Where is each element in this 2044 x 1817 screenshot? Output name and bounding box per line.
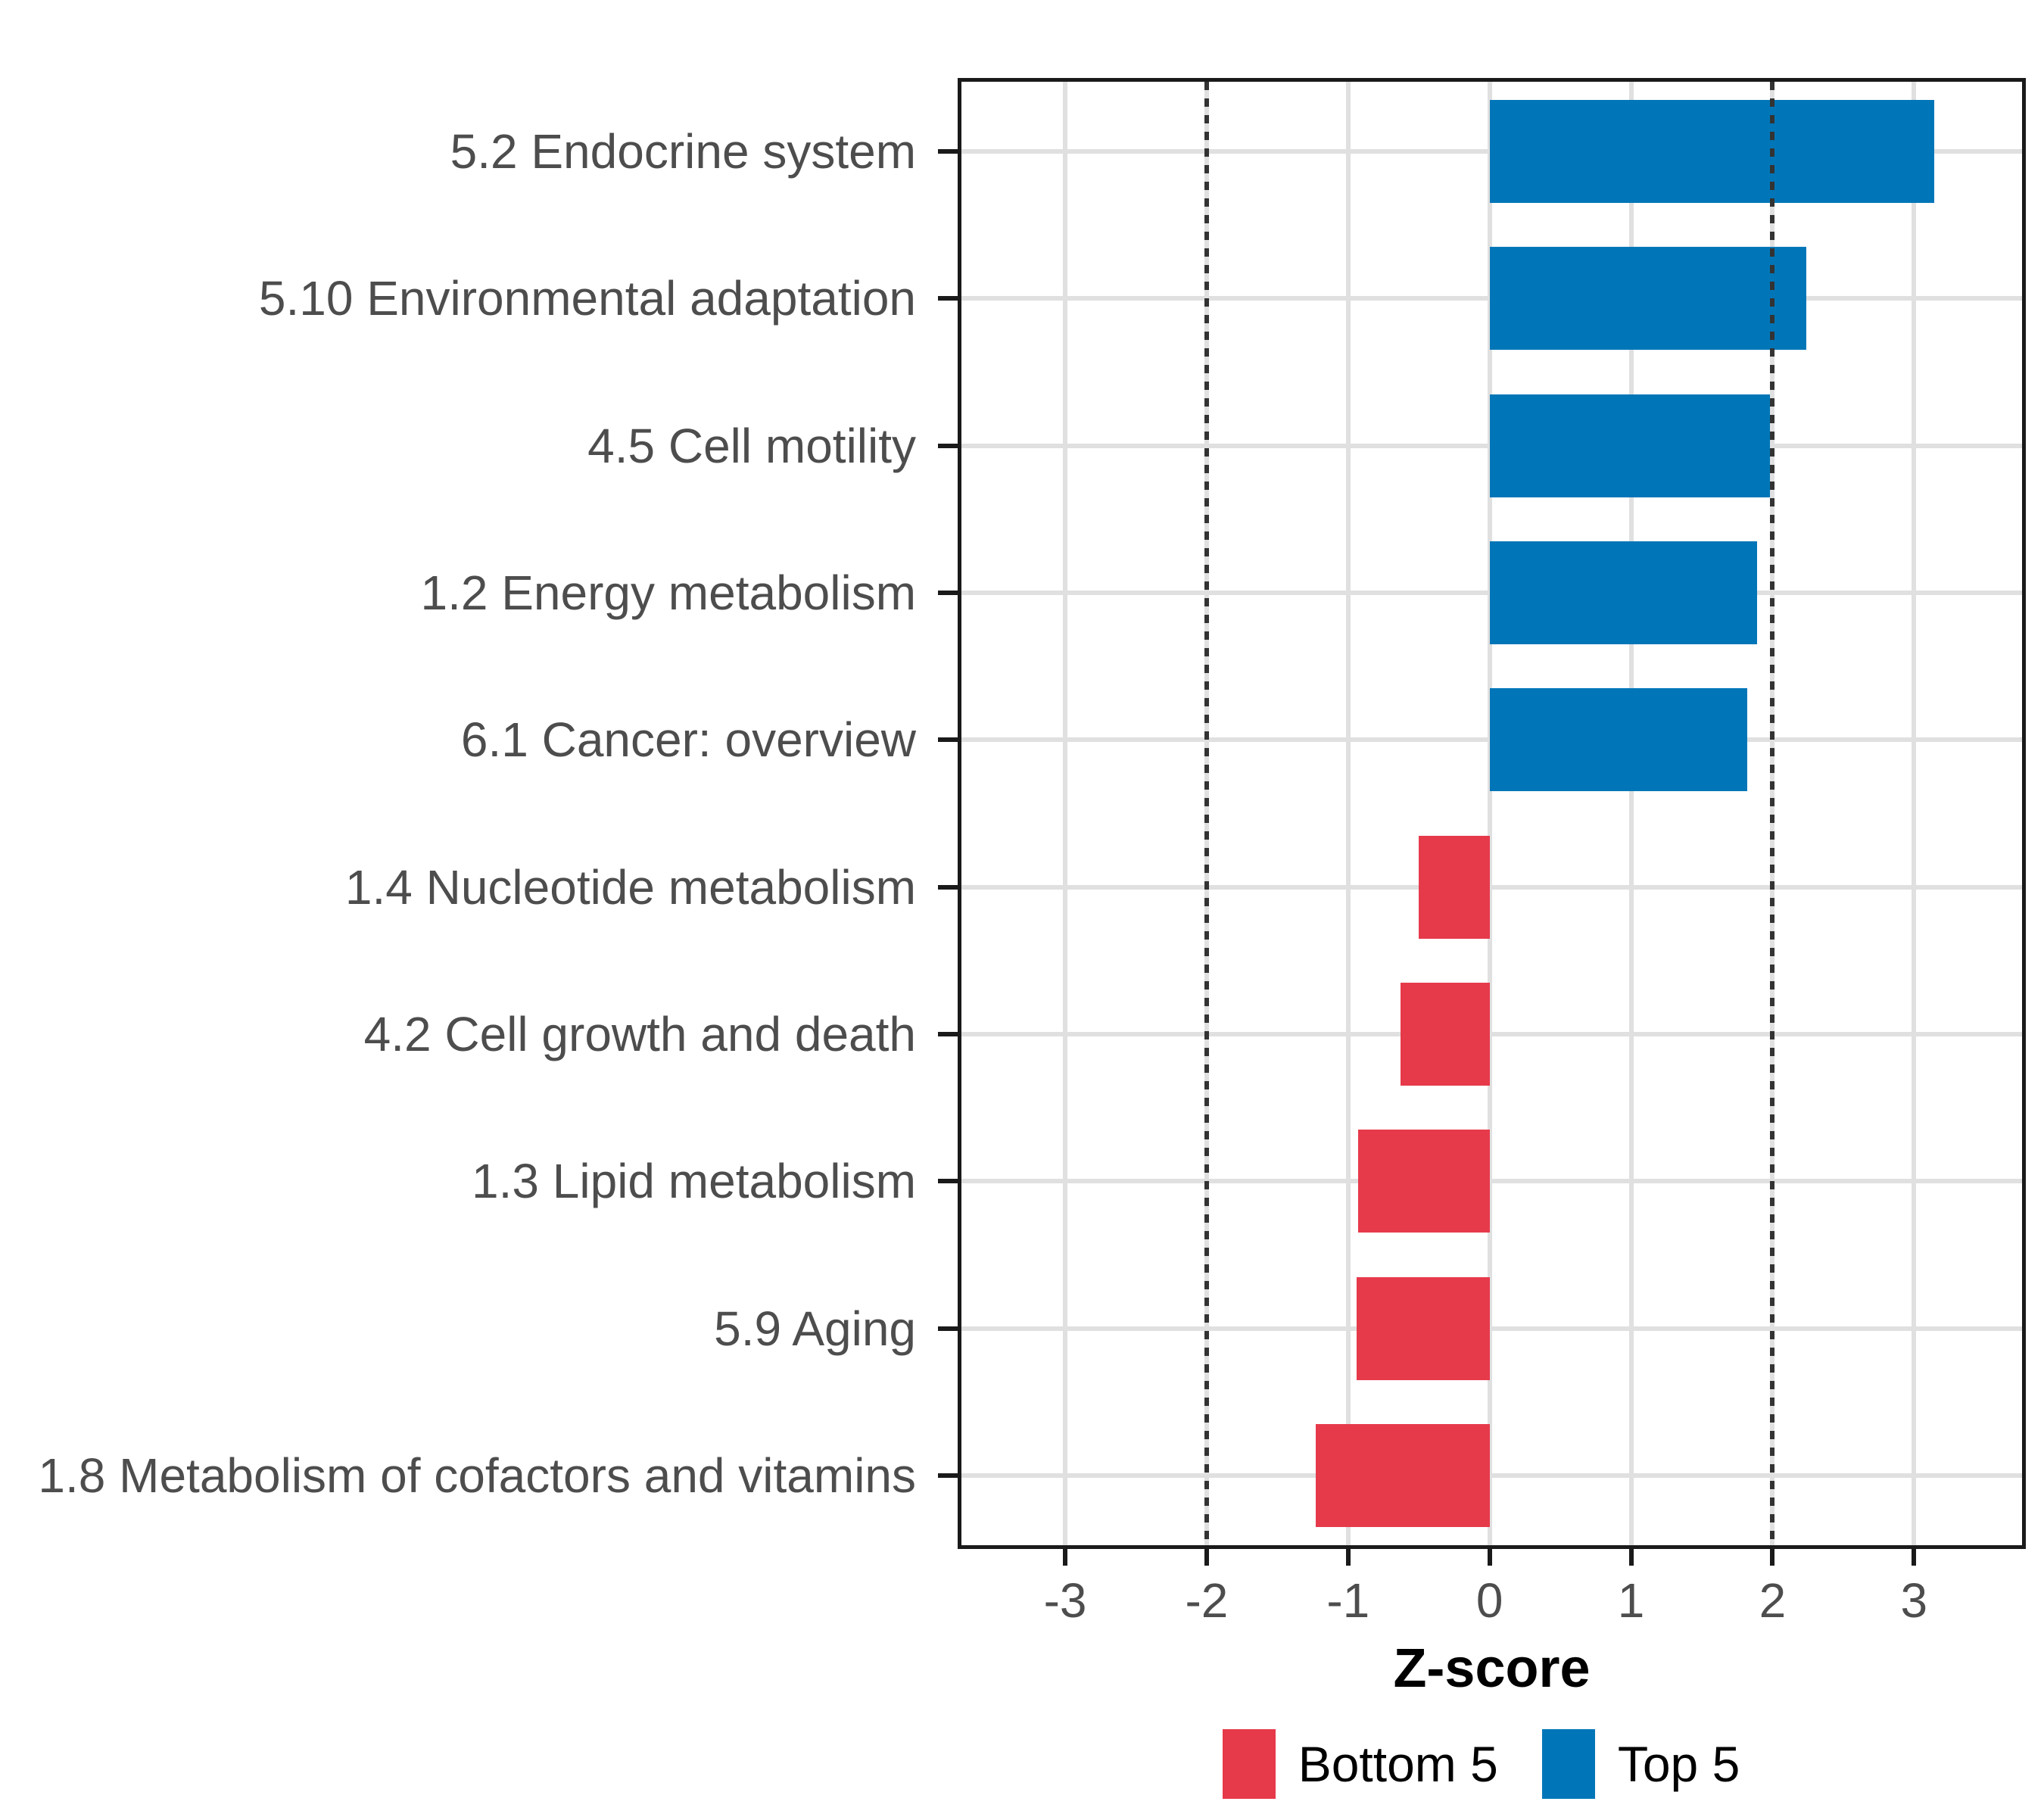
x-axis-tick-label: 0 xyxy=(1475,1573,1503,1628)
y-gridline xyxy=(961,1326,2022,1331)
y-axis-tick xyxy=(938,1473,958,1478)
y-axis-label: 1.8 Metabolism of cofactors and vitamins xyxy=(38,1448,916,1503)
bar-top5 xyxy=(1489,688,1747,792)
reference-line xyxy=(1770,82,1775,1545)
y-axis-tick xyxy=(938,149,958,154)
y-axis-tick xyxy=(938,737,958,743)
bar-bottom5 xyxy=(1357,1276,1490,1380)
y-axis-label: 1.2 Energy metabolism xyxy=(420,566,916,621)
legend-swatch-top5 xyxy=(1541,1729,1595,1799)
y-axis-tick xyxy=(938,1179,958,1184)
legend-label-bottom5: Bottom 5 xyxy=(1298,1736,1498,1792)
y-axis-tick xyxy=(938,443,958,448)
x-axis-tick-label: 2 xyxy=(1759,1573,1787,1628)
legend: Bottom 5 Top 5 xyxy=(958,1729,2026,1799)
x-axis-tick-label: 3 xyxy=(1900,1573,1928,1628)
x-axis-tick xyxy=(1912,1549,1917,1566)
x-axis-tick xyxy=(1204,1549,1209,1566)
x-gridline xyxy=(1912,82,1917,1545)
bar-bottom5 xyxy=(1315,1423,1490,1527)
y-axis-label: 4.2 Cell growth and death xyxy=(363,1006,916,1061)
x-gridline xyxy=(1345,82,1351,1545)
x-gridline xyxy=(1487,82,1492,1545)
x-axis-tick xyxy=(1770,1549,1775,1566)
y-axis-tick xyxy=(938,1031,958,1036)
y-gridline xyxy=(961,884,2022,890)
y-axis-label: 4.5 Cell motility xyxy=(587,418,916,473)
x-gridline xyxy=(1063,82,1068,1545)
y-axis-tick xyxy=(938,591,958,596)
x-gridline xyxy=(1628,82,1634,1545)
plot-panel xyxy=(958,78,2026,1549)
y-gridline xyxy=(961,1179,2022,1184)
y-axis-label: 5.10 Environmental adaptation xyxy=(258,271,916,326)
x-axis-tick xyxy=(1063,1549,1068,1566)
legend-label-top5: Top 5 xyxy=(1617,1736,1740,1792)
y-axis-label: 6.1 Cancer: overview xyxy=(460,712,916,768)
y-axis-label: 1.4 Nucleotide metabolism xyxy=(344,859,916,915)
x-axis-tick xyxy=(1345,1549,1351,1566)
y-axis-tick xyxy=(938,1326,958,1331)
bar-bottom5 xyxy=(1419,835,1490,939)
bar-bottom5 xyxy=(1400,982,1490,1086)
x-axis-tick-label: -2 xyxy=(1185,1573,1229,1628)
x-axis-tick xyxy=(1628,1549,1634,1566)
x-axis-tick-label: 1 xyxy=(1617,1573,1645,1628)
bar-top5 xyxy=(1489,247,1807,351)
y-axis-label: 5.2 Endocrine system xyxy=(450,124,916,179)
x-axis-tick-label: -3 xyxy=(1043,1573,1087,1628)
y-gridline xyxy=(961,1473,2022,1478)
y-axis-label: 1.3 Lipid metabolism xyxy=(472,1154,916,1209)
y-axis-tick xyxy=(938,884,958,890)
bar-top5 xyxy=(1489,394,1770,497)
x-axis-tick xyxy=(1487,1549,1492,1566)
bar-top5 xyxy=(1489,541,1757,645)
bar-top5 xyxy=(1489,100,1934,204)
x-axis-tick-label: -1 xyxy=(1326,1573,1370,1628)
y-axis-label: 5.9 Aging xyxy=(714,1301,916,1356)
y-gridline xyxy=(961,1031,2022,1036)
reference-line xyxy=(1204,82,1209,1545)
bar-bottom5 xyxy=(1357,1130,1490,1233)
x-axis-title: Z-score xyxy=(1393,1638,1591,1699)
y-axis-tick xyxy=(938,296,958,301)
legend-swatch-bottom5 xyxy=(1222,1729,1276,1799)
